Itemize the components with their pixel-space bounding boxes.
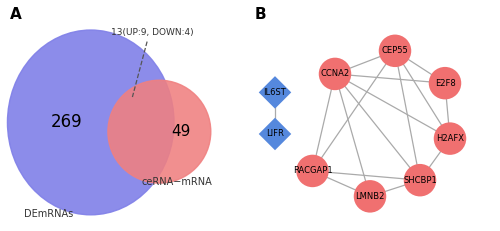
Text: CEP55: CEP55 [382, 46, 408, 55]
Ellipse shape [404, 164, 436, 196]
Ellipse shape [354, 180, 386, 213]
Ellipse shape [434, 122, 466, 155]
Text: ceRNA−mRNA: ceRNA−mRNA [141, 177, 212, 187]
Ellipse shape [429, 67, 461, 99]
Text: IL6ST: IL6ST [264, 88, 286, 97]
Polygon shape [259, 118, 291, 150]
Text: 49: 49 [172, 124, 191, 139]
Text: A: A [10, 7, 22, 22]
Text: 13(UP:9, DOWN:4): 13(UP:9, DOWN:4) [110, 28, 194, 37]
Text: RACGAP1: RACGAP1 [292, 167, 333, 175]
Text: H2AFX: H2AFX [436, 134, 464, 143]
Text: LMNB2: LMNB2 [356, 192, 384, 201]
Ellipse shape [379, 35, 411, 67]
Ellipse shape [296, 155, 329, 187]
Ellipse shape [8, 30, 174, 215]
Text: B: B [255, 7, 266, 22]
Text: SHCBP1: SHCBP1 [403, 176, 437, 185]
Text: E2F8: E2F8 [434, 79, 456, 88]
Text: 269: 269 [50, 113, 82, 131]
Polygon shape [259, 76, 291, 109]
Text: LIFR: LIFR [266, 130, 284, 138]
Ellipse shape [108, 80, 211, 183]
Ellipse shape [319, 58, 351, 90]
Text: CCNA2: CCNA2 [320, 70, 350, 78]
Text: DEmRNAs: DEmRNAs [24, 210, 74, 219]
